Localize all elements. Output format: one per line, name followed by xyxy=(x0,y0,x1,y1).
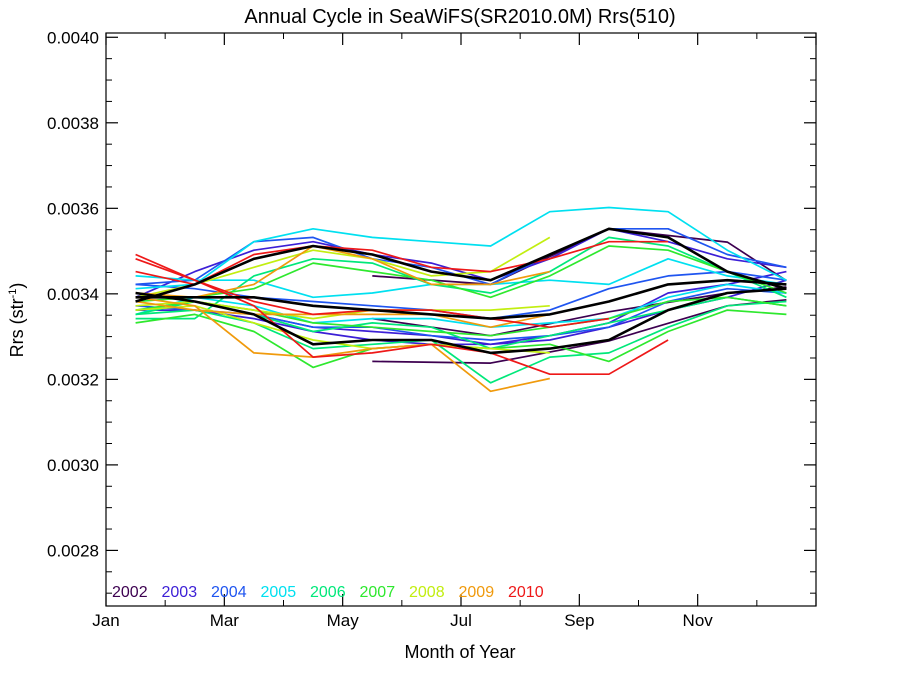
y-axis-label-main: Rrs (str xyxy=(7,298,27,357)
y-axis-label-close: ) xyxy=(7,283,27,289)
legend-entry-2005: 2005 xyxy=(261,584,297,601)
series-line-2009 xyxy=(135,245,550,299)
series-group xyxy=(135,206,787,393)
y-tick-label: 0.0034 xyxy=(47,285,99,304)
x-tick-label: Sep xyxy=(564,611,594,630)
x-tick-label: May xyxy=(327,611,360,630)
series-line-mean xyxy=(135,278,787,320)
y-axis-label: Rrs (str-1) xyxy=(7,283,27,358)
y-tick-label: 0.0036 xyxy=(47,199,99,218)
legend-entry-2010: 2010 xyxy=(508,584,544,601)
axis-ticks-group: 0.0028 0.0030 0.0032 0.0034 0.0036 0.0038 0.00… xyxy=(47,28,817,630)
series-line-2008 xyxy=(135,304,550,354)
series-line-2009 xyxy=(135,300,550,329)
series-line-2009 xyxy=(135,296,550,393)
series-line-mean xyxy=(135,227,787,303)
legend-entry-2007: 2007 xyxy=(360,584,396,601)
legend-entry-2003: 2003 xyxy=(162,584,198,601)
y-tick-label: 0.0028 xyxy=(47,541,99,560)
legend-entry-2009: 2009 xyxy=(459,584,495,601)
chart-title: Annual Cycle in SeaWiFS(SR2010.0M) Rrs(5… xyxy=(244,6,675,28)
x-tick-label: Nov xyxy=(683,611,714,630)
y-axis-label-sup: -1 xyxy=(7,289,19,299)
x-tick-label: Jan xyxy=(92,611,119,630)
y-tick-label: 0.0038 xyxy=(47,114,99,133)
legend-entry-2004: 2004 xyxy=(211,584,247,601)
legend-entry-2006: 2006 xyxy=(310,584,346,601)
x-tick-label: Mar xyxy=(210,611,240,630)
x-axis-label: Month of Year xyxy=(404,642,515,662)
plot-frame xyxy=(105,32,817,607)
series-line-2005 xyxy=(135,283,787,329)
x-tick-label: Jul xyxy=(450,611,472,630)
series-line-2004 xyxy=(135,270,787,320)
series-line-2010 xyxy=(135,240,669,286)
y-tick-label: 0.0032 xyxy=(47,370,99,389)
legend-entry-2002: 2002 xyxy=(112,584,148,601)
series-line-2003 xyxy=(135,227,787,299)
y-tick-label: 0.0040 xyxy=(47,28,99,47)
series-line-2005 xyxy=(135,206,787,290)
legend-entry-2008: 2008 xyxy=(409,584,445,601)
series-line-2007 xyxy=(135,245,787,303)
legend-group: 2002 2003 2004 2005 2006 2007 2008 2009 2010 xyxy=(112,584,544,601)
series-line-2010 xyxy=(135,258,669,376)
y-tick-label: 0.0030 xyxy=(47,456,99,475)
series-line-mean xyxy=(135,287,787,355)
